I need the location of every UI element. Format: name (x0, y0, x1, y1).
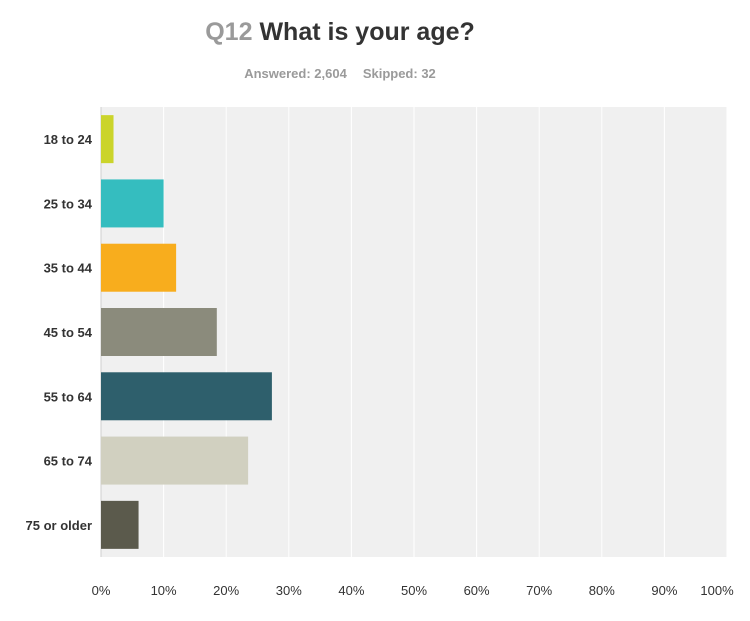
category-label: 18 to 24 (44, 132, 93, 147)
bar (101, 436, 249, 485)
x-tick-label: 60% (464, 583, 490, 598)
category-label: 45 to 54 (44, 325, 93, 340)
x-tick-label: 0% (92, 583, 111, 598)
x-tick-label: 20% (213, 583, 239, 598)
bar (101, 115, 114, 164)
category-label: 65 to 74 (44, 454, 93, 469)
category-label: 35 to 44 (44, 261, 93, 276)
question-number: Q12 (205, 18, 253, 46)
bar (101, 179, 164, 228)
x-tick-label: 80% (589, 583, 615, 598)
x-tick-label: 70% (526, 583, 552, 598)
x-tick-label: 100% (700, 583, 734, 598)
bar (101, 372, 272, 421)
x-axis-tick-labels: 0% 10% 20% 30% 40% 50% 60% 70% 80% 90% 100% (92, 583, 734, 598)
category-label: 25 to 34 (44, 196, 93, 211)
bars (101, 115, 272, 549)
x-tick-label: 10% (151, 583, 177, 598)
category-label: 55 to 64 (44, 389, 93, 404)
chart-title: Q12 What is your age? (0, 18, 680, 47)
x-tick-label: 30% (276, 583, 302, 598)
x-tick-label: 40% (338, 583, 364, 598)
answered-count: Answered: 2,604 (244, 66, 347, 81)
bar (101, 308, 217, 356)
bar (101, 500, 139, 549)
category-labels: 18 to 24 25 to 34 35 to 44 45 to 54 55 to 64… (26, 132, 93, 533)
x-tick-label: 90% (651, 583, 677, 598)
x-tick-label: 50% (401, 583, 427, 598)
question-text: What is your age? (259, 18, 475, 46)
skipped-count: Skipped: 32 (362, 66, 436, 81)
category-label: 75 or older (26, 518, 92, 533)
response-summary: Answered: 2,604 Skipped: 32 (0, 66, 680, 81)
bar (101, 243, 177, 292)
